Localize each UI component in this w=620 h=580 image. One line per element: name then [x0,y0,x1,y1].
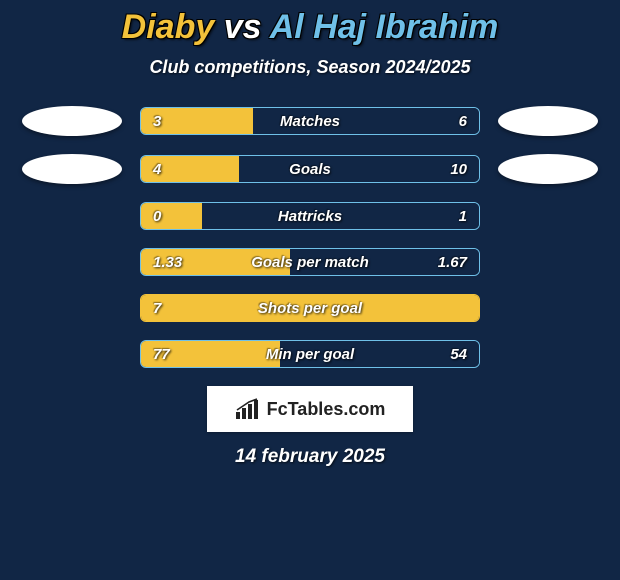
date-text: 14 february 2025 [0,446,620,468]
stats-list: 3Matches6 4Goals10 0Hattricks1 1.33Goals pe… [0,106,620,368]
stat-right-value: 1 [459,203,467,230]
player2-avatar [498,106,598,136]
stat-label: Min per goal [141,341,479,368]
vs-text: vs [224,8,262,46]
stat-label: Goals [141,156,479,183]
stat-row: 3Matches6 [0,106,620,136]
stat-right-value: 1.67 [438,249,467,276]
stat-row: 7Shots per goal [0,294,620,322]
stat-row: 0Hattricks1 [0,202,620,230]
stat-bar: 4Goals10 [140,155,480,183]
stat-bar: 77Min per goal54 [140,340,480,368]
stat-right-value: 6 [459,108,467,135]
stat-label: Matches [141,108,479,135]
player1-avatar [22,154,122,184]
stat-row: 1.33Goals per match1.67 [0,248,620,276]
stat-label: Goals per match [141,249,479,276]
stat-label: Shots per goal [141,295,479,322]
player1-name: Diaby [122,8,215,46]
stat-bar: 3Matches6 [140,107,480,135]
player2-name: Al Haj Ibrahim [270,8,499,46]
page-title: Diaby vs Al Haj Ibrahim [0,8,620,47]
comparison-infographic: Diaby vs Al Haj Ibrahim Club competition… [0,0,620,580]
player1-avatar [22,106,122,136]
stat-bar: 1.33Goals per match1.67 [140,248,480,276]
player2-avatar [498,154,598,184]
subtitle: Club competitions, Season 2024/2025 [0,57,620,78]
stat-row: 77Min per goal54 [0,340,620,368]
stat-row: 4Goals10 [0,154,620,184]
stat-label: Hattricks [141,203,479,230]
stat-bar: 0Hattricks1 [140,202,480,230]
logo-text: FcTables.com [267,399,386,420]
stat-right-value: 10 [450,156,467,183]
logo-box: FcTables.com [207,386,413,432]
fctables-logo-icon [235,398,261,420]
stat-bar: 7Shots per goal [140,294,480,322]
stat-right-value: 54 [450,341,467,368]
